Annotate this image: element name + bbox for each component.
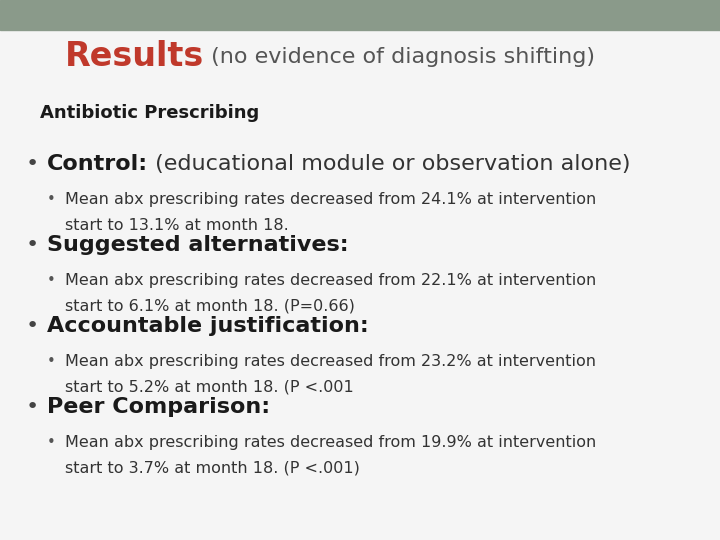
Text: (educational module or observation alone): (educational module or observation alone… bbox=[148, 154, 631, 174]
Text: •: • bbox=[47, 192, 55, 207]
Text: Mean abx prescribing rates decreased from 23.2% at intervention: Mean abx prescribing rates decreased fro… bbox=[65, 354, 596, 369]
Text: start to 5.2% at month 18. (P <.001: start to 5.2% at month 18. (P <.001 bbox=[65, 380, 354, 395]
Text: •: • bbox=[47, 273, 55, 288]
Text: •: • bbox=[25, 397, 38, 417]
Text: Results: Results bbox=[65, 40, 204, 73]
Text: Mean abx prescribing rates decreased from 24.1% at intervention: Mean abx prescribing rates decreased fro… bbox=[65, 192, 596, 207]
Text: Mean abx prescribing rates decreased from 22.1% at intervention: Mean abx prescribing rates decreased fro… bbox=[65, 273, 596, 288]
Text: •: • bbox=[47, 435, 55, 450]
Text: •: • bbox=[47, 354, 55, 369]
Text: (no evidence of diagnosis shifting): (no evidence of diagnosis shifting) bbox=[204, 46, 595, 67]
Text: Antibiotic Prescribing: Antibiotic Prescribing bbox=[40, 104, 259, 123]
Text: •: • bbox=[25, 316, 38, 336]
Bar bbox=[0, 0, 720, 30]
Text: Control:: Control: bbox=[47, 154, 148, 174]
Text: start to 3.7% at month 18. (P <.001): start to 3.7% at month 18. (P <.001) bbox=[65, 461, 360, 476]
Text: start to 13.1% at month 18.: start to 13.1% at month 18. bbox=[65, 218, 289, 233]
Text: Suggested alternatives:: Suggested alternatives: bbox=[47, 235, 348, 255]
Text: •: • bbox=[25, 154, 38, 174]
Text: Accountable justification:: Accountable justification: bbox=[47, 316, 369, 336]
Text: Mean abx prescribing rates decreased from 19.9% at intervention: Mean abx prescribing rates decreased fro… bbox=[65, 435, 596, 450]
Text: start to 6.1% at month 18. (P=0.66): start to 6.1% at month 18. (P=0.66) bbox=[65, 299, 355, 314]
Text: Peer Comparison:: Peer Comparison: bbox=[47, 397, 270, 417]
Text: •: • bbox=[25, 235, 38, 255]
